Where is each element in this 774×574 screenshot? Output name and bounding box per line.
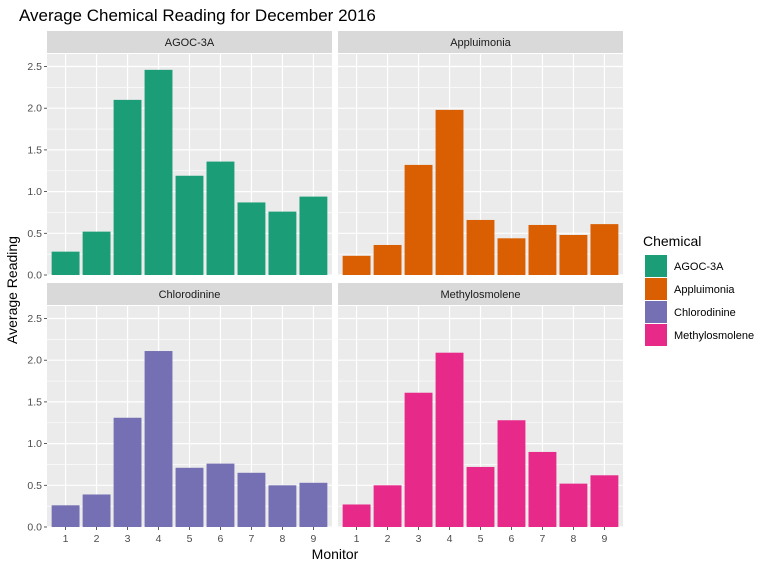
bar-agoc-3a-monitor-5 — [175, 175, 204, 275]
y-tick-label: 0.5 — [27, 480, 42, 492]
strip-label-chlorodinine: Chlorodinine — [159, 289, 221, 301]
x-tick-label: 9 — [601, 533, 607, 545]
bar-appluimonia-monitor-9 — [590, 224, 619, 275]
bar-methylosmolene-monitor-4 — [435, 352, 464, 527]
bar-chlorodinine-monitor-6 — [206, 463, 235, 527]
y-tick-label: 2.5 — [27, 313, 42, 325]
bar-appluimonia-monitor-4 — [435, 109, 464, 275]
bar-agoc-3a-monitor-9 — [299, 196, 328, 275]
strip-background — [47, 31, 332, 53]
bar-methylosmolene-monitor-5 — [466, 466, 495, 527]
bar-agoc-3a-monitor-6 — [206, 161, 235, 275]
legend-swatch-methylosmolene — [645, 324, 667, 346]
bar-chlorodinine-monitor-4 — [144, 351, 173, 527]
x-tick-label: 2 — [385, 533, 391, 545]
bar-methylosmolene-monitor-8 — [559, 483, 588, 527]
strip-background — [47, 283, 332, 305]
y-tick-label: 0.5 — [27, 228, 42, 240]
legend-swatch-agoc-3a — [645, 255, 667, 277]
bar-agoc-3a-monitor-1 — [51, 251, 80, 275]
legend-swatch-appluimonia — [645, 278, 667, 300]
facet-panels: AGOC-3A 0.0 0.5 1.0 1.5 2.0 2.5 Appluimonia Chlo… — [27, 31, 623, 545]
bar-methylosmolene-monitor-9 — [590, 475, 619, 527]
bar-appluimonia-monitor-2 — [373, 244, 402, 275]
chart-title: Average Chemical Reading for December 20… — [19, 6, 376, 25]
x-tick-label: 7 — [540, 533, 546, 545]
panel-appluimonia: Appluimonia — [338, 31, 623, 276]
bar-methylosmolene-monitor-3 — [404, 392, 433, 527]
bar-agoc-3a-monitor-8 — [268, 211, 297, 275]
strip-label-appluimonia: Appluimonia — [450, 37, 511, 49]
bar-chlorodinine-monitor-7 — [237, 472, 266, 527]
y-axis-title: Average Reading — [4, 236, 20, 344]
y-tick-label: 1.0 — [27, 438, 42, 450]
y-tick-label: 0.0 — [27, 522, 42, 534]
strip-label-agoc-3a: AGOC-3A — [165, 37, 215, 49]
y-tick-label: 2.0 — [27, 103, 42, 115]
y-tick-label: 1.0 — [27, 186, 42, 198]
x-tick-label: 5 — [478, 533, 484, 545]
x-tick-label: 1 — [63, 533, 69, 545]
x-tick-label: 8 — [571, 533, 577, 545]
bar-agoc-3a-monitor-2 — [82, 231, 111, 275]
x-tick-label: 4 — [447, 533, 453, 545]
legend-swatch-chlorodinine — [645, 301, 667, 323]
y-tick-label: 2.0 — [27, 355, 42, 367]
bar-appluimonia-monitor-1 — [342, 255, 371, 275]
bar-appluimonia-monitor-3 — [404, 164, 433, 275]
bar-chlorodinine-monitor-3 — [113, 417, 142, 527]
x-tick-label: 4 — [156, 533, 162, 545]
x-tick-label: 3 — [125, 533, 131, 545]
bar-appluimonia-monitor-8 — [559, 234, 588, 275]
y-tick-label: 0.0 — [27, 270, 42, 282]
bar-agoc-3a-monitor-4 — [144, 69, 173, 276]
legend-label-appluimonia: Appluimonia — [674, 284, 735, 296]
bar-chlorodinine-monitor-9 — [299, 482, 328, 527]
bar-appluimonia-monitor-6 — [497, 238, 526, 275]
x-tick-label: 5 — [187, 533, 193, 545]
y-tick-label: 1.5 — [27, 396, 42, 408]
x-axis-title: Monitor — [312, 546, 359, 562]
strip-background — [338, 31, 623, 53]
x-tick-label: 6 — [218, 533, 224, 545]
bar-methylosmolene-monitor-6 — [497, 420, 526, 527]
panel-agoc-3a: AGOC-3A 0.0 0.5 1.0 1.5 2.0 2.5 — [27, 31, 332, 282]
bar-chlorodinine-monitor-8 — [268, 485, 297, 527]
panel-chlorodinine: Chlorodinine 0.0 0.5 1.0 1.5 2.0 2.5 1 2 3 4 5 6 7 8 9 — [27, 283, 332, 545]
bar-chlorodinine-monitor-5 — [175, 467, 204, 527]
x-tick-label: 2 — [94, 533, 100, 545]
bar-agoc-3a-monitor-7 — [237, 202, 266, 275]
strip-label-methylosmolene: Methylosmolene — [440, 289, 520, 301]
legend-label-methylosmolene: Methylosmolene — [674, 330, 754, 342]
bar-methylosmolene-monitor-2 — [373, 485, 402, 527]
bar-chlorodinine-monitor-2 — [82, 494, 111, 527]
bar-appluimonia-monitor-5 — [466, 219, 495, 275]
y-tick-label: 2.5 — [27, 61, 42, 73]
x-tick-label: 3 — [416, 533, 422, 545]
x-tick-label: 6 — [509, 533, 515, 545]
x-tick-label: 8 — [280, 533, 286, 545]
legend: Chemical AGOC-3A Appluimonia Chlorodinine M… — [643, 233, 754, 346]
x-tick-label: 9 — [310, 533, 316, 545]
strip-background — [338, 283, 623, 305]
y-tick-label: 1.5 — [27, 144, 42, 156]
legend-label-chlorodinine: Chlorodinine — [674, 307, 736, 319]
bar-methylosmolene-monitor-7 — [528, 451, 557, 527]
bar-agoc-3a-monitor-3 — [113, 99, 142, 276]
bar-chlorodinine-monitor-1 — [51, 505, 80, 527]
x-tick-label: 7 — [249, 533, 255, 545]
x-tick-label: 1 — [354, 533, 360, 545]
bar-methylosmolene-monitor-1 — [342, 504, 371, 527]
panel-methylosmolene: Methylosmolene 1 2 3 4 5 6 7 8 9 — [338, 283, 623, 545]
legend-title: Chemical — [643, 233, 701, 249]
bar-appluimonia-monitor-7 — [528, 224, 557, 275]
legend-label-agoc-3a: AGOC-3A — [674, 261, 724, 273]
